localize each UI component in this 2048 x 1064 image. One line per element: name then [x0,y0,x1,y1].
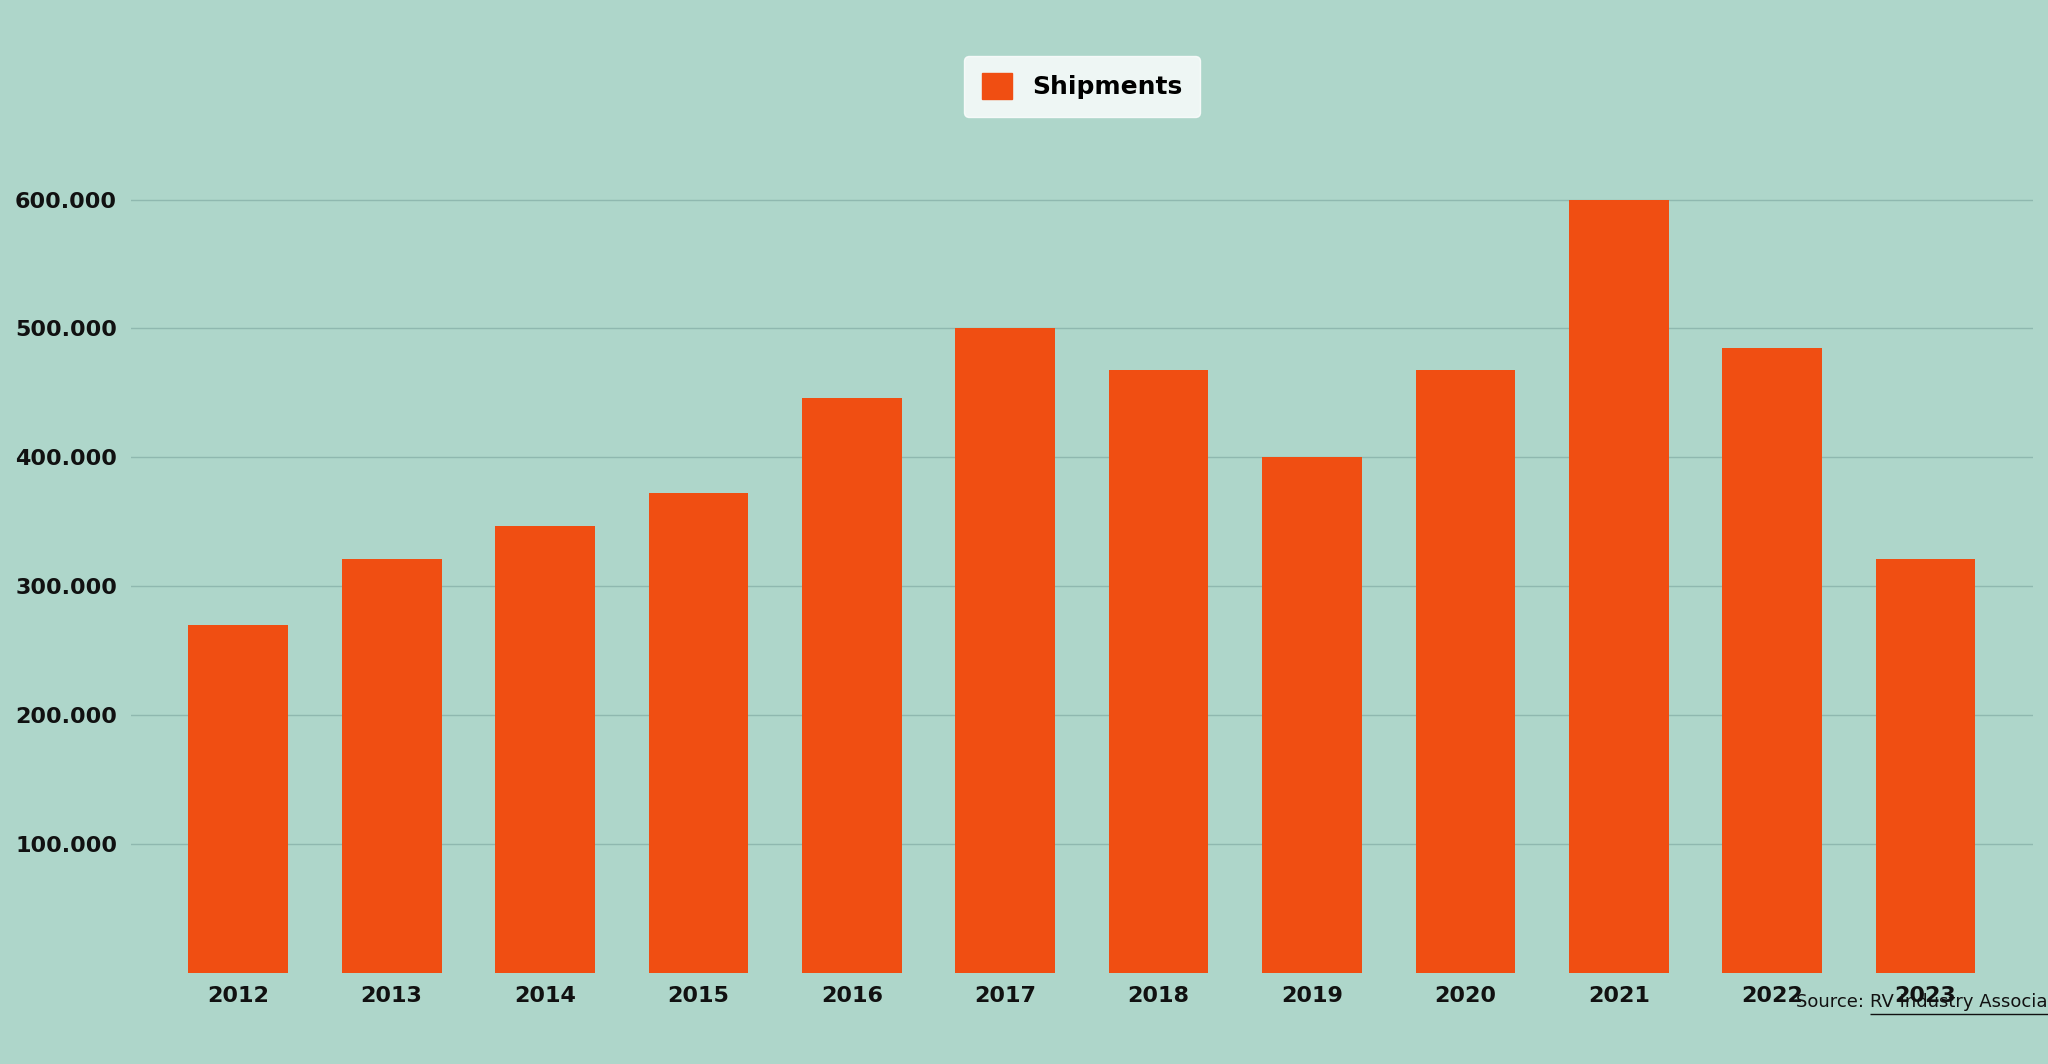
Bar [342,559,442,972]
Bar [496,526,594,972]
Bar [1722,348,1823,972]
Text: RV Industry Association: RV Industry Association [1870,993,2048,1011]
Bar [188,625,289,972]
Text: Source:: Source: [1796,993,1870,1011]
Legend: Shipments: Shipments [965,55,1200,117]
Bar [1569,200,1669,972]
Bar [956,329,1055,972]
Bar [649,494,748,972]
Bar [1108,369,1208,972]
Bar [1415,369,1516,972]
Bar [1876,559,1976,972]
Bar [803,398,901,972]
Bar [1262,458,1362,972]
